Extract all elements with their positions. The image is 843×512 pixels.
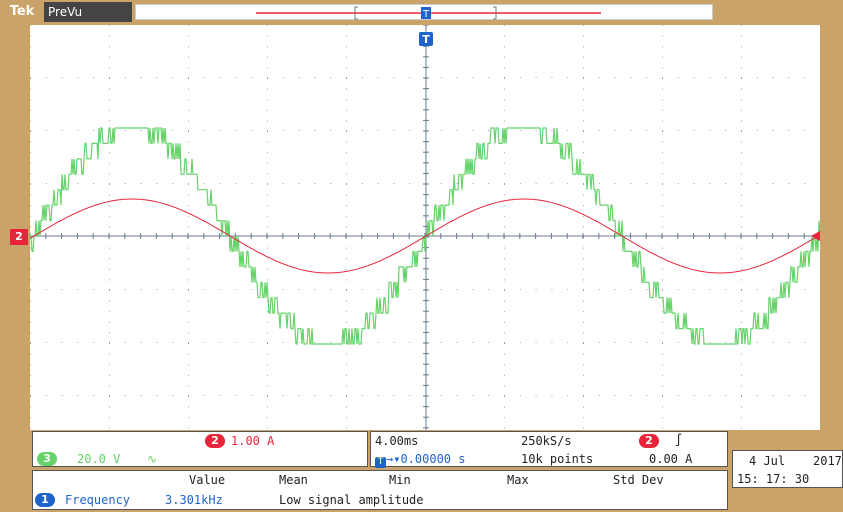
tek-logo-text: Tek xyxy=(9,4,35,19)
record-view-graphic: T xyxy=(256,6,601,20)
trigger-position-icon[interactable]: T xyxy=(419,32,433,46)
trigger-t-icon: T xyxy=(375,457,386,468)
acquisition-mode-label: PreVu xyxy=(44,2,132,22)
time-label: 15: 17: 30 xyxy=(737,472,810,486)
channel-2-waveform xyxy=(30,198,820,274)
graticule-background xyxy=(30,25,820,430)
right-frame xyxy=(820,25,843,430)
trigger-level: 0.00 A xyxy=(649,452,693,466)
trigger-source-badge[interactable]: 2 xyxy=(639,434,659,448)
date-label: 4 Jul xyxy=(749,454,786,468)
channel-2-ground-marker[interactable]: 2 xyxy=(10,229,28,245)
meas-header-value: Value xyxy=(189,473,226,487)
record-view-bar[interactable]: T xyxy=(135,4,713,20)
meas-header-std-dev: Std Dev xyxy=(613,473,664,487)
waveform-display: T xyxy=(30,25,820,430)
sample-rate: 250kS/s xyxy=(521,434,572,448)
channel-2-badge[interactable]: 2 xyxy=(205,434,225,448)
channel-3-coupling-icon: ∿ xyxy=(147,452,158,466)
meas-header-mean: Mean xyxy=(279,473,308,487)
channel-3-badge[interactable]: 3 xyxy=(37,452,57,466)
trigger-slope-icon: ∫ xyxy=(675,433,683,447)
meas-header-max: Max xyxy=(507,473,529,487)
svg-text:T: T xyxy=(422,9,430,20)
record-length: 10k points xyxy=(521,452,594,466)
arrow-right-icon: → xyxy=(386,452,394,466)
graticule-center-axes xyxy=(30,25,820,430)
measurement-panel[interactable]: Value Mean Min Max Std Dev 1 Frequency 3… xyxy=(32,470,728,510)
measurement-source-badge[interactable]: 1 xyxy=(35,493,55,507)
date-time-panel: 4 Jul 2017 15: 17: 30 xyxy=(732,450,843,488)
time-per-division: 4.00ms xyxy=(375,434,419,448)
trigger-level-arrow-icon[interactable] xyxy=(811,231,820,241)
measurement-value: 3.301kHz xyxy=(165,493,223,507)
svg-text:T: T xyxy=(422,33,430,46)
horizontal-position: ▾0.00000 s xyxy=(393,452,466,466)
graticule-grid xyxy=(30,25,806,429)
channel-scale-panel[interactable]: 2 1.00 A 3 20.0 V ∿ xyxy=(32,431,368,467)
channel-3-scale: 20.0 V xyxy=(77,452,121,466)
channel-3-waveform xyxy=(30,127,820,345)
tek-logo: Tek xyxy=(0,1,44,23)
meas-header-min: Min xyxy=(389,473,411,487)
year-label: 2017 xyxy=(813,454,842,468)
channel-2-scale: 1.00 A xyxy=(231,434,275,448)
timebase-trigger-panel[interactable]: 4.00ms 250kS/s 2 ∫ T →▾0.00000 s 10k poin… xyxy=(370,431,728,468)
horizontal-position-group: T →▾0.00000 s xyxy=(375,452,465,468)
measurement-note: Low signal amplitude xyxy=(279,493,424,507)
measurement-name: Frequency xyxy=(65,493,131,507)
